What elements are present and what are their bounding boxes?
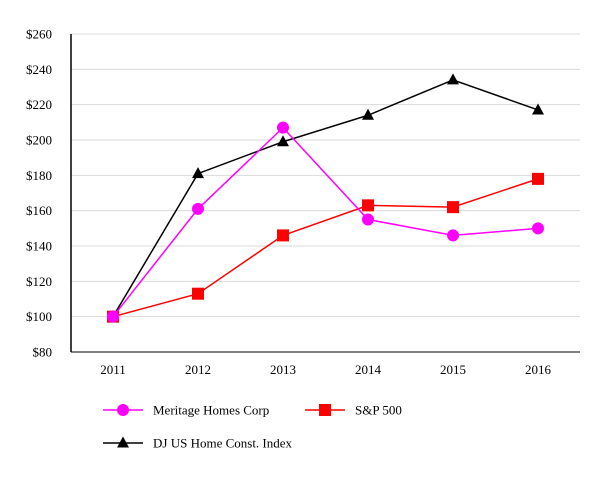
y-tick-labels: $80 $100 $120 $140 $160 $180 $200 $220 $240 $260: [26, 27, 52, 360]
series-meritage-homes-corp: [107, 121, 544, 323]
series-line-s-p-500: [112, 178, 539, 318]
legend-item-sp500: S&P 500: [305, 403, 402, 418]
data-point-meritage-homes-corp: [192, 202, 204, 215]
legend-item-dj-home: DJ US Home Const. Index: [103, 436, 293, 451]
y-tick-label: $200: [26, 133, 52, 148]
y-tick-label: $240: [26, 62, 52, 77]
data-point-meritage-homes-corp: [447, 229, 459, 242]
data-point-dj-us-home-const-index: [447, 73, 459, 85]
data-point-dj-us-home-const-index: [192, 167, 204, 179]
legend-marker-meritage: [117, 404, 129, 416]
series-line-meritage-homes-corp: [112, 126, 539, 318]
x-tick-label: 2016: [525, 362, 552, 377]
legend-item-meritage: Meritage Homes Corp: [103, 403, 269, 418]
legend-marker-dj-home: [117, 436, 129, 448]
legend: Meritage Homes Corp S&P 500 DJ US Home C…: [103, 403, 402, 451]
data-point-meritage-homes-corp: [362, 213, 374, 226]
x-tick-labels: 2011 2012 2013 2014 2015 2016: [100, 362, 551, 377]
y-tick-label: $180: [26, 168, 52, 183]
legend-marker-sp500: [319, 404, 331, 416]
y-tick-label: $260: [26, 27, 52, 42]
series-dj-us-home-const-index: [107, 73, 544, 322]
y-tick-label: $140: [26, 239, 52, 254]
data-point-s-p-500: [192, 287, 204, 300]
series: [107, 73, 544, 323]
x-tick-label: 2011: [100, 362, 126, 377]
legend-label-sp500: S&P 500: [355, 403, 402, 418]
series-line-dj-us-home-const-index: [112, 79, 539, 318]
data-point-dj-us-home-const-index: [277, 135, 289, 147]
data-point-meritage-homes-corp: [277, 121, 289, 134]
data-point-s-p-500: [277, 229, 289, 242]
y-tick-label: $100: [26, 309, 52, 324]
data-point-meritage-homes-corp: [107, 310, 119, 323]
y-tick-label: $160: [26, 203, 52, 218]
data-point-dj-us-home-const-index: [362, 108, 374, 120]
y-tick-label: $120: [26, 274, 52, 289]
data-point-dj-us-home-const-index: [532, 103, 544, 115]
series-s-p-500: [107, 172, 544, 323]
x-tick-label: 2014: [355, 362, 382, 377]
x-tick-label: 2013: [270, 362, 296, 377]
x-tick-label: 2012: [185, 362, 211, 377]
data-point-s-p-500: [532, 172, 544, 185]
legend-label-dj-home: DJ US Home Const. Index: [153, 436, 293, 451]
axes: [70, 34, 580, 353]
y-tick-label: $80: [33, 345, 53, 360]
data-point-s-p-500: [362, 199, 374, 212]
data-point-meritage-homes-corp: [532, 222, 544, 235]
y-tick-label: $220: [26, 97, 52, 112]
x-tick-label: 2015: [440, 362, 466, 377]
legend-label-meritage: Meritage Homes Corp: [153, 403, 269, 418]
data-point-s-p-500: [447, 201, 459, 214]
